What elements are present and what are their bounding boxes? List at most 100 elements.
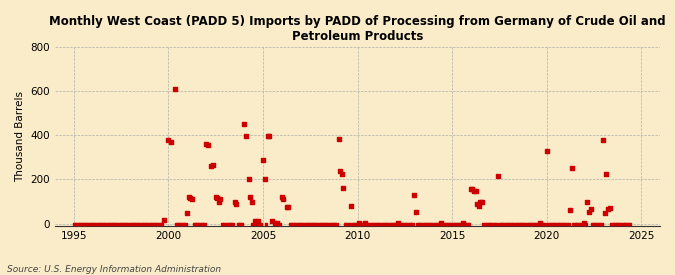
Point [90,221,101,226]
Point [166,140,177,144]
Point [272,220,283,225]
Point [544,221,555,226]
Point [453,221,464,226]
Point [319,221,330,226]
Point [595,221,605,226]
Point [620,221,630,226]
Point [261,221,271,226]
Point [151,221,161,226]
Point [428,221,439,226]
Point [344,221,355,226]
Point [547,221,558,226]
Point [431,221,441,226]
Point [202,143,213,147]
Point [381,221,392,226]
Point [250,219,261,224]
Point [76,221,87,226]
Point [475,199,486,204]
Point [147,221,158,226]
Point [146,221,157,226]
Point [530,221,541,226]
Point [207,163,218,167]
Point [383,221,394,226]
Point [89,221,100,226]
Point [364,221,375,226]
Point [421,221,432,226]
Point [369,221,380,226]
Point [418,221,429,226]
Point [461,221,472,226]
Point [420,221,431,226]
Point [259,177,270,182]
Point [579,220,590,225]
Point [176,221,186,226]
Point [355,221,366,226]
Point [363,221,374,226]
Point [350,221,361,226]
Point [487,221,498,226]
Point [142,221,153,226]
Point [360,220,371,225]
Point [612,221,623,226]
Point [538,221,549,226]
Point [357,221,368,226]
Point [557,221,568,226]
Point [415,221,426,226]
Point [477,199,487,204]
Point [412,221,423,226]
Point [382,221,393,226]
Point [587,221,597,226]
Point [80,221,90,226]
Point [223,221,234,226]
Point [589,221,599,226]
Point [78,221,89,226]
Point [234,221,245,226]
Point [448,221,459,226]
Point [322,221,333,226]
Point [306,221,317,226]
Point [508,221,519,226]
Point [568,221,578,226]
Point [126,221,136,226]
Point [440,221,451,226]
Point [485,221,495,226]
Point [317,221,328,226]
Point [155,221,166,226]
Point [618,221,629,226]
Point [133,221,144,226]
Point [404,221,415,226]
Point [374,221,385,226]
Point [179,221,190,226]
Point [245,195,256,199]
Point [278,197,289,202]
Point [549,221,560,226]
Point [373,221,383,226]
Point [387,221,398,226]
Point [237,221,248,226]
Point [283,205,294,209]
Point [480,221,491,226]
Point [240,134,251,139]
Point [178,221,188,226]
Point [275,221,286,226]
Point [577,221,588,226]
Point [154,221,165,226]
Point [333,136,344,141]
Point [610,221,621,226]
Point [563,221,574,226]
Point [401,221,412,226]
Point [264,134,275,139]
Point [576,221,587,226]
Point [277,195,288,199]
Point [284,221,295,226]
Point [102,221,113,226]
Point [349,221,360,226]
Point [470,188,481,193]
Point [452,221,462,226]
Point [500,221,511,226]
Point [385,221,396,226]
Point [346,204,356,208]
Point [439,221,450,226]
Point [75,221,86,226]
Point [273,221,284,226]
